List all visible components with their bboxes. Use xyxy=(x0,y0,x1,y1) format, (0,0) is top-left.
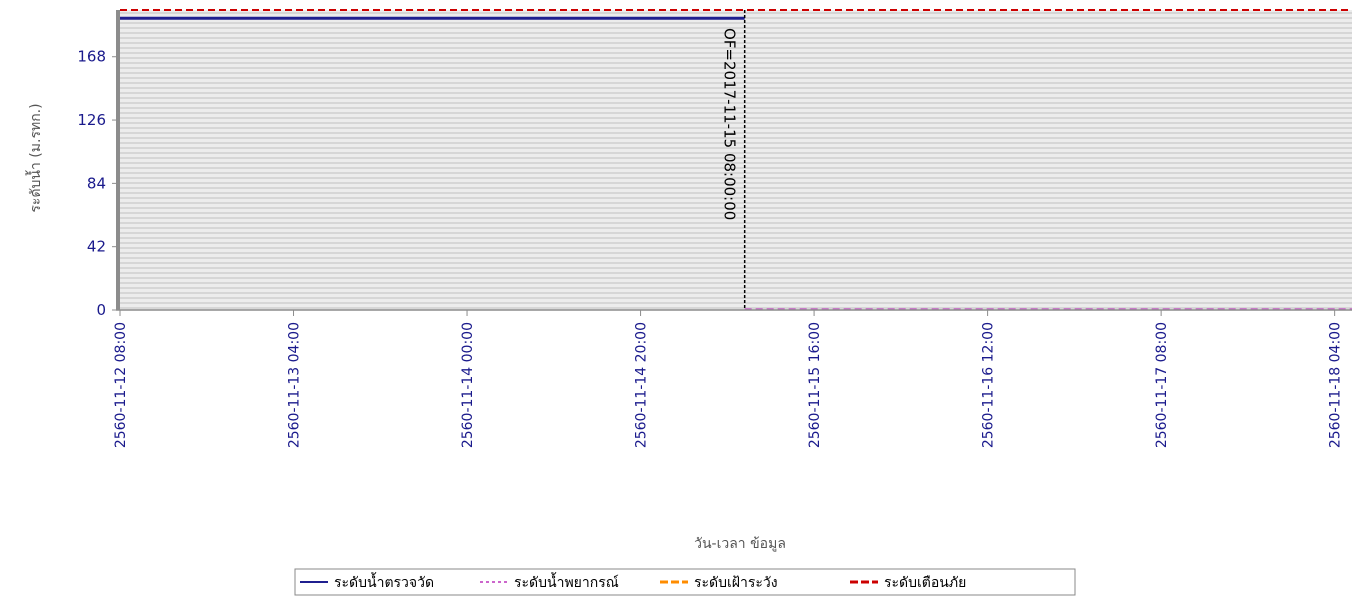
x-tick-label: 2560-11-14 20:00 xyxy=(634,322,650,448)
grid-lines xyxy=(120,12,1352,309)
forecast-origin-label: OF=2017-11-15 08:00:00 xyxy=(721,28,739,220)
y-tick-label: 168 xyxy=(77,48,106,66)
y-axis-ticks: 0 42 84 126 168 xyxy=(77,48,116,319)
y-tick-label: 0 xyxy=(96,301,106,319)
y-axis-title: ระดับน้ำ (ม.รทก.) xyxy=(25,103,44,212)
x-tick-label: 2560-11-16 12:00 xyxy=(981,322,997,448)
forecast-origin-marker: OF=2017-11-15 08:00:00 xyxy=(721,10,746,310)
axes xyxy=(116,10,1352,311)
x-tick-label: 2560-11-14 00:00 xyxy=(460,322,476,448)
plot-background xyxy=(120,10,1352,310)
x-axis-ticks: 2560-11-12 08:00 2560-11-13 04:00 2560-11-… xyxy=(113,310,1344,448)
x-tick-label: 2560-11-15 16:00 xyxy=(807,322,823,448)
legend-label-1: ระดับน้ำตรวจวัด xyxy=(334,572,434,591)
y-tick-label: 84 xyxy=(87,174,106,192)
y-tick-label: 126 xyxy=(77,111,106,129)
x-axis-title: วัน-เวลา ข้อมูล xyxy=(694,536,786,552)
y-tick-label: 42 xyxy=(87,238,106,256)
x-tick-label: 2560-11-13 04:00 xyxy=(287,322,303,448)
series-lines xyxy=(120,9,1352,311)
legend-label-3: ระดับเฝ้าระวัง xyxy=(694,575,778,591)
legend-label-4: ระดับเตือนภัย xyxy=(884,575,966,591)
x-tick-label: 2560-11-17 08:00 xyxy=(1154,322,1170,448)
plot-area xyxy=(120,10,1352,310)
legend: ระดับน้ำตรวจวัด ระดับน้ำพยากรณ์ ระดับเฝ้าร… xyxy=(294,568,1076,596)
legend-label-2: ระดับน้ำพยากรณ์ xyxy=(514,572,619,591)
x-tick-label: 2560-11-18 04:00 xyxy=(1328,322,1344,448)
x-tick-label: 2560-11-12 08:00 xyxy=(113,322,129,448)
y-axis-line xyxy=(116,10,120,310)
